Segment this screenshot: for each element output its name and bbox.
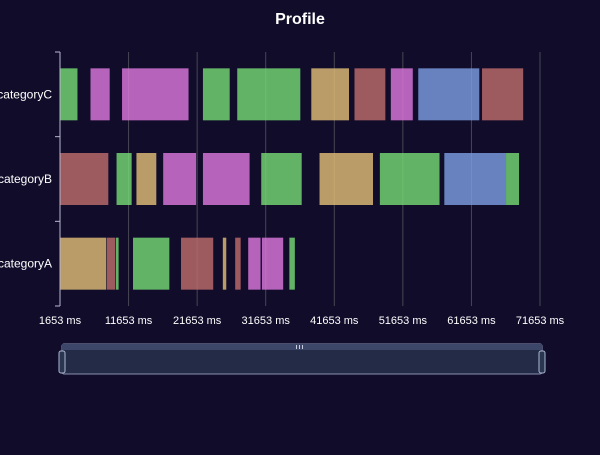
category-label: categoryA xyxy=(0,257,52,271)
profile-segment[interactable] xyxy=(116,153,132,205)
profile-segment[interactable] xyxy=(354,68,386,121)
x-tick-label: 1653 ms xyxy=(39,315,82,327)
x-tick-label: 41653 ms xyxy=(310,315,359,327)
slider-handle-left[interactable] xyxy=(58,350,66,374)
profile-segment[interactable] xyxy=(319,153,374,205)
profile-segment[interactable] xyxy=(506,153,520,205)
profile-segment[interactable] xyxy=(444,153,507,205)
profile-segment[interactable] xyxy=(202,153,250,205)
profile-segment[interactable] xyxy=(90,68,110,121)
profile-segment[interactable] xyxy=(261,153,302,205)
profile-segment[interactable] xyxy=(379,153,440,205)
axes: 1653 ms 11653 ms 21653 ms 31653 ms 41653 ms 5… xyxy=(0,51,565,327)
x-tick-label: 31653 ms xyxy=(242,315,291,327)
profile-segment[interactable] xyxy=(60,68,78,121)
profile-segment[interactable] xyxy=(289,237,295,290)
profile-segment[interactable] xyxy=(248,237,261,290)
profile-segment[interactable] xyxy=(181,237,214,290)
profile-segment[interactable] xyxy=(163,153,197,205)
x-tick-label: 71653 ms xyxy=(516,315,565,327)
profile-segment[interactable] xyxy=(60,237,107,290)
data-zoom-slider[interactable] xyxy=(58,343,546,375)
profile-segment[interactable] xyxy=(115,237,119,290)
profile-segment[interactable] xyxy=(60,153,109,205)
x-tick-label: 11653 ms xyxy=(105,315,153,327)
x-tick-label: 61653 ms xyxy=(447,315,496,327)
slider-handle-right[interactable] xyxy=(538,350,546,374)
profile-segment[interactable] xyxy=(235,237,241,290)
profile-segment[interactable] xyxy=(482,68,524,121)
x-tick-label: 51653 ms xyxy=(379,315,428,327)
profile-segment[interactable] xyxy=(222,237,227,290)
category-label: categoryB xyxy=(0,172,52,186)
profile-segment[interactable] xyxy=(136,153,157,205)
profile-segment[interactable] xyxy=(106,237,116,290)
profile-segment[interactable] xyxy=(261,237,284,290)
profile-segment[interactable] xyxy=(311,68,350,121)
bars xyxy=(60,68,524,290)
profile-segment[interactable] xyxy=(202,68,230,121)
profile-segment[interactable] xyxy=(122,68,189,121)
x-tick-label: 21653 ms xyxy=(173,315,222,327)
chart-title: Profile xyxy=(275,11,325,28)
profile-segment[interactable] xyxy=(237,68,301,121)
profile-segment[interactable] xyxy=(418,68,480,121)
profile-segment[interactable] xyxy=(133,237,170,290)
profile-segment[interactable] xyxy=(390,68,413,121)
category-label: categoryC xyxy=(0,87,52,101)
